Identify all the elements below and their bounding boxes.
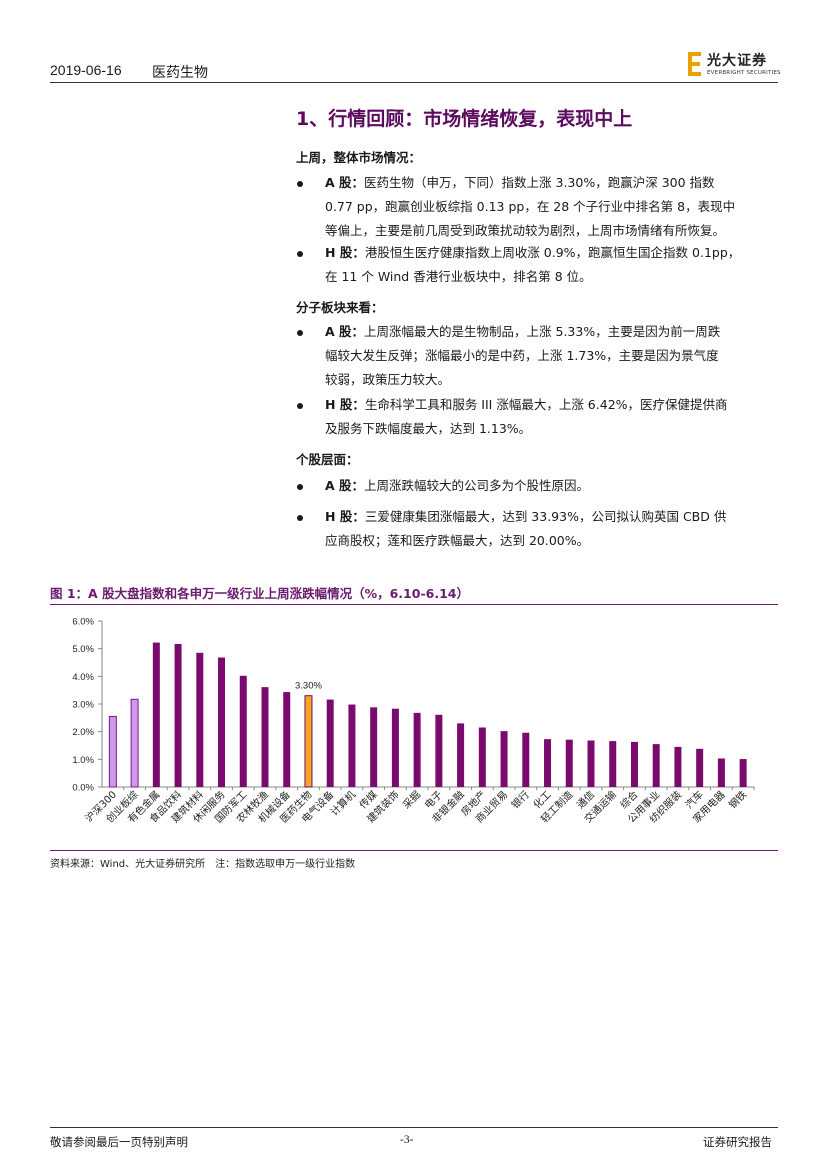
bar-沪深300 bbox=[108, 715, 117, 788]
bullet-line: 在 11 个 Wind 香港行业板块中，排名第 8 位。 bbox=[325, 269, 592, 284]
bar-有色金属 bbox=[152, 642, 160, 787]
y-tick-label: 1.0% bbox=[72, 755, 94, 766]
bullet-label: A 股： bbox=[325, 175, 365, 190]
x-tick-label: 钢铁 bbox=[726, 788, 749, 811]
bar-化工 bbox=[544, 739, 552, 787]
bar-家用电器 bbox=[717, 758, 725, 787]
bullet-label: H 股： bbox=[325, 245, 365, 260]
header-divider bbox=[50, 82, 778, 83]
bullet-line: 三爱健康集团涨幅最大，达到 33.93%，公司拟认购英国 CBD 供 bbox=[364, 509, 727, 524]
bullet-line: 医药生物（申万，下同）指数上涨 3.30%，跑赢沪深 300 指数 bbox=[364, 175, 715, 190]
bullet-label: A 股： bbox=[325, 478, 365, 493]
bar-非银金融 bbox=[457, 723, 465, 787]
bullet-dot bbox=[297, 181, 303, 187]
y-tick-label: 3.0% bbox=[72, 700, 94, 711]
bar-电气设备 bbox=[326, 699, 334, 787]
bullet-dot bbox=[297, 330, 303, 336]
bullet-line: 港股恒生医疗健康指数上周收涨 0.9%，跑赢恒生国企指数 0.1pp， bbox=[364, 245, 741, 260]
section-title: 1、行情回顾：市场情绪恢复，表现中上 bbox=[296, 108, 633, 130]
bar-创业板综 bbox=[130, 698, 139, 788]
report-sector: 医药生物 bbox=[152, 65, 208, 81]
bullet-label: A 股： bbox=[325, 324, 365, 339]
subsection-heading: 个股层面： bbox=[296, 452, 359, 467]
bar-电子 bbox=[435, 714, 443, 787]
bar-轻工制造 bbox=[565, 739, 573, 787]
x-tick-label: 银行 bbox=[509, 788, 532, 811]
x-tick-label: 采掘 bbox=[400, 788, 423, 811]
bullet-label: H 股： bbox=[325, 509, 365, 524]
figure-source-note: 资料来源：Wind、光大证券研究所 注：指数选取申万一级行业指数 bbox=[50, 859, 356, 870]
report-date: 2019-06-16 bbox=[50, 62, 122, 78]
bullet-line: 上周涨跌幅较大的公司多为个股性原因。 bbox=[364, 478, 590, 493]
bullet-paragraph: A 股：上周涨幅最大的是生物制品，上涨 5.33%，主要是因为前一周跌 幅较大发… bbox=[325, 320, 777, 392]
bullet-paragraph: H 股：三爱健康集团涨幅最大，达到 33.93%，公司拟认购英国 CBD 供 应… bbox=[325, 505, 777, 553]
y-tick-label: 4.0% bbox=[72, 672, 94, 683]
y-tick-label: 0.0% bbox=[72, 783, 94, 794]
bullet-label: H 股： bbox=[325, 397, 365, 412]
bullet-line: 上周涨幅最大的是生物制品，上涨 5.33%，主要是因为前一周跌 bbox=[364, 324, 721, 339]
page-number: -3- bbox=[400, 1134, 414, 1146]
footer-report-type: 证券研究报告 bbox=[703, 1135, 772, 1149]
bar-商业贸易 bbox=[500, 731, 508, 787]
bullet-line: 及服务下跌幅度最大，达到 1.13%。 bbox=[325, 421, 532, 436]
bar-医药生物 bbox=[304, 695, 313, 788]
figure-title: 图 1：A 股大盘指数和各申万一级行业上周涨跌幅情况（%，6.10-6.14） bbox=[50, 586, 469, 601]
bullet-line: 0.77 pp，跑赢创业板综指 0.13 pp，在 28 个子行业中排名第 8，… bbox=[325, 199, 736, 214]
bar-交通运输 bbox=[609, 741, 617, 787]
logo-name-cn: 光大证券 bbox=[707, 53, 767, 69]
bullet-paragraph: H 股：港股恒生医疗健康指数上周收涨 0.9%，跑赢恒生国企指数 0.1pp， … bbox=[325, 241, 777, 289]
bar-银行 bbox=[522, 732, 530, 787]
bar-休闲服务 bbox=[218, 657, 226, 787]
logo-mark-icon bbox=[688, 52, 701, 76]
bar-汽车 bbox=[696, 748, 704, 787]
bullet-dot bbox=[297, 484, 303, 490]
bar-钢铁 bbox=[739, 759, 747, 787]
bar-建筑材料 bbox=[196, 652, 204, 787]
logo-name-en: EVERBRIGHT SECURITIES bbox=[707, 70, 781, 76]
data-label: 3.30% bbox=[295, 681, 322, 692]
x-tick-label: 计算机 bbox=[328, 788, 358, 818]
footer-divider bbox=[50, 1127, 778, 1128]
bullet-paragraph: A 股：医药生物（申万，下同）指数上涨 3.30%，跑赢沪深 300 指数 0.… bbox=[325, 171, 777, 243]
bar-纺织服装 bbox=[674, 746, 682, 787]
footer-disclaimer: 敬请参阅最后一页特别声明 bbox=[50, 1135, 188, 1149]
bar-计算机 bbox=[348, 704, 356, 787]
bar-国防军工 bbox=[239, 675, 247, 787]
bar-农林牧渔 bbox=[261, 687, 269, 787]
bullet-line: 等偏上，主要是前几周受到政策扰动较为剧烈，上周市场情绪有所恢复。 bbox=[325, 223, 726, 238]
figure-top-rule bbox=[50, 604, 778, 605]
bar-公用事业 bbox=[652, 744, 660, 787]
y-tick-label: 2.0% bbox=[72, 727, 94, 738]
bar-chart: 0.0%1.0%2.0%3.0%4.0%5.0%6.0%沪深300创业板综有色金… bbox=[72, 617, 755, 825]
bar-采掘 bbox=[413, 712, 421, 787]
company-logo: 光大证券 EVERBRIGHT SECURITIES bbox=[688, 50, 780, 80]
bullet-line: 幅较大发生反弹；涨幅最小的是中药，上涨 1.73%，主要是因为景气度 bbox=[325, 348, 719, 363]
bar-通信 bbox=[587, 740, 595, 787]
bullet-dot bbox=[297, 515, 303, 521]
bullet-dot bbox=[297, 251, 303, 257]
bullet-paragraph: A 股：上周涨跌幅较大的公司多为个股性原因。 bbox=[325, 474, 777, 498]
bullet-line: 较弱，政策压力较大。 bbox=[325, 372, 451, 387]
subsection-heading: 分子板块来看： bbox=[296, 300, 384, 315]
bar-综合 bbox=[630, 741, 638, 787]
y-tick-label: 6.0% bbox=[72, 617, 94, 628]
figure-bottom-rule bbox=[50, 850, 778, 851]
bullet-line: 应商股权；莲和医疗跌幅最大，达到 20.00%。 bbox=[325, 533, 590, 548]
bar-机械设备 bbox=[283, 692, 291, 787]
y-tick-label: 5.0% bbox=[72, 644, 94, 655]
bullet-dot bbox=[297, 403, 303, 409]
bullet-paragraph: H 股：生命科学工具和服务 III 涨幅最大，上涨 6.42%，医疗保健提供商 … bbox=[325, 393, 777, 441]
bar-传媒 bbox=[370, 707, 378, 787]
bar-房地产 bbox=[478, 727, 486, 787]
bullet-line: 生命科学工具和服务 III 涨幅最大，上涨 6.42%，医疗保健提供商 bbox=[364, 397, 728, 412]
bar-建筑装饰 bbox=[391, 708, 399, 787]
subsection-heading: 上周，整体市场情况： bbox=[296, 150, 422, 165]
bar-食品饮料 bbox=[174, 643, 182, 787]
